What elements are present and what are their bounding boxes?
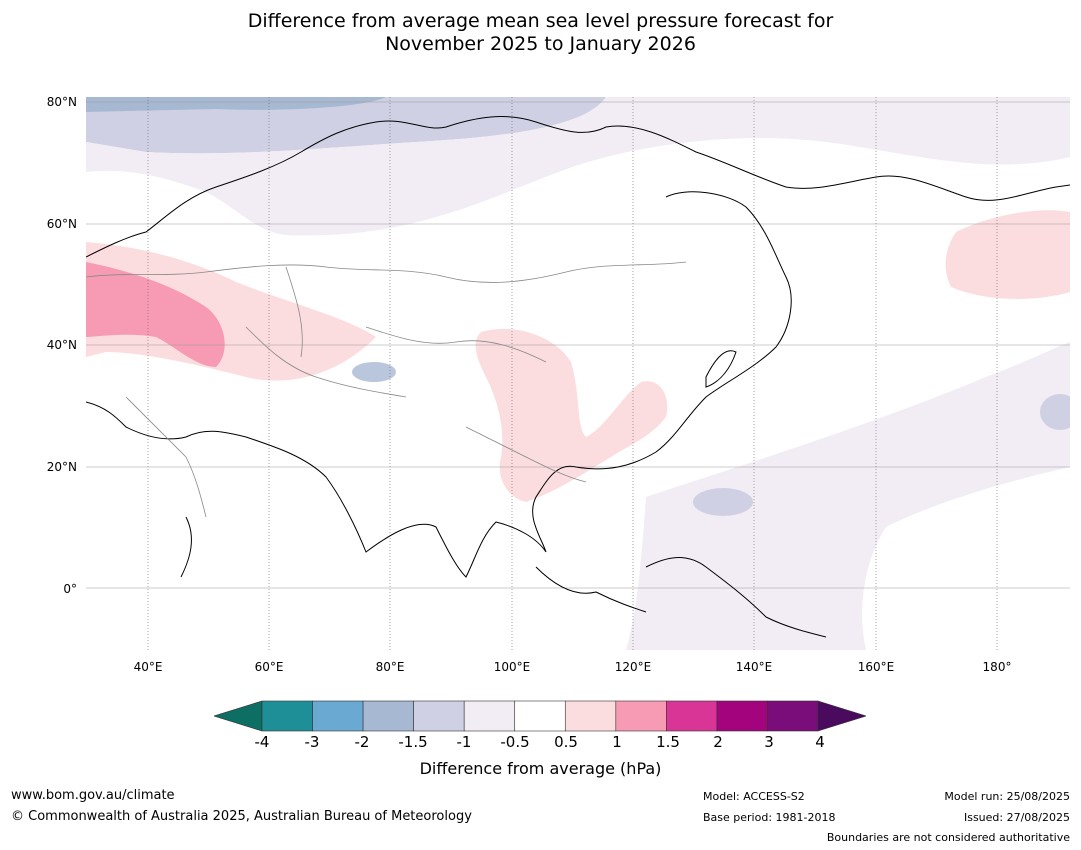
colorbar (214, 700, 866, 732)
colorbar-tick: -4 (254, 733, 270, 751)
model-run-text: Model run: 25/08/2025 (944, 790, 1070, 803)
colorbar-tick: -1 (456, 733, 472, 751)
negative-anomaly-pacific-small (693, 488, 753, 516)
negative-anomaly-tibet (352, 362, 396, 382)
colorbar-segment (564, 700, 617, 732)
colorbar-tick: 4 (815, 733, 825, 751)
positive-anomaly-china (475, 328, 668, 502)
lon-label-60e: 60°E (254, 660, 284, 674)
colorbar-segment (413, 700, 465, 732)
colorbar-segment (362, 700, 414, 732)
lon-label-80e: 80°E (375, 660, 405, 674)
colorbar-tick: 1 (612, 733, 622, 751)
model-text: Model: ACCESS-S2 (703, 790, 805, 803)
lat-label-80n: 80°N (46, 95, 77, 109)
colorbar-segment (615, 700, 667, 732)
colorbar-segments (214, 700, 866, 732)
lon-label-40e: 40°E (133, 660, 163, 674)
positive-anomaly-europe (86, 242, 376, 381)
copyright-text: © Commonwealth of Australia 2025, Austra… (11, 809, 472, 824)
colorbar-segment (514, 700, 566, 732)
colorbar-tick: -2 (354, 733, 370, 751)
lon-label-140e: 140°E (735, 660, 773, 674)
colorbar-tick: 2 (713, 733, 723, 751)
negative-anomaly-arctic (86, 97, 606, 154)
lat-label-40n: 40°N (46, 338, 77, 352)
pressure-anomaly-map (86, 97, 1070, 650)
colorbar-segment (463, 700, 516, 732)
colorbar-tick: -3 (304, 733, 320, 751)
colorbar-segment (767, 700, 819, 732)
website-text: www.bom.gov.au/climate (11, 788, 175, 803)
map-title: Difference from average mean sea level p… (0, 10, 1081, 56)
lon-label-180: 180° (982, 660, 1012, 674)
colorbar-tick: -1.5 (398, 733, 428, 751)
title-line-2: November 2025 to January 2026 (385, 33, 696, 55)
positive-anomaly-pacific (945, 210, 1070, 299)
coastlines (86, 116, 1070, 638)
strong-negative-arctic (86, 97, 386, 112)
colorbar-tick: 3 (764, 733, 774, 751)
colorbar-label: Difference from average (hPa) (419, 759, 662, 778)
lon-label-100e: 100°E (493, 660, 531, 674)
colorbar-segment (666, 700, 718, 732)
colorbar-tick: 0.5 (554, 733, 578, 751)
colorbar-segment (261, 700, 313, 732)
colorbar-tick: 1.5 (656, 733, 680, 751)
lat-label-20n: 20°N (46, 460, 77, 474)
lon-label-120e: 120°E (614, 660, 652, 674)
lat-label-0: 0° (63, 582, 77, 596)
colorbar-segment (716, 700, 768, 732)
base-period-text: Base period: 1981-2018 (703, 811, 836, 824)
lat-label-60n: 60°N (46, 217, 77, 231)
anomaly-fields (86, 97, 1070, 650)
country-borders (86, 261, 687, 518)
colorbar-segment (312, 700, 364, 732)
lon-label-160e: 160°E (857, 660, 895, 674)
title-line-1: Difference from average mean sea level p… (247, 10, 834, 32)
light-negative-north (86, 97, 1070, 236)
strong-positive-caspian (86, 262, 225, 367)
white-area-pacific-east (862, 467, 1070, 650)
colorbar-tick: -0.5 (500, 733, 530, 751)
colorbar-extend-max (817, 700, 866, 732)
disclaimer-text: Boundaries are not considered authoritat… (826, 831, 1070, 844)
colorbar-extend-min (214, 700, 263, 732)
negative-anomaly-pacific-east (1040, 394, 1070, 430)
map-svg (86, 97, 1070, 650)
issued-text: Issued: 27/08/2025 (963, 811, 1070, 824)
